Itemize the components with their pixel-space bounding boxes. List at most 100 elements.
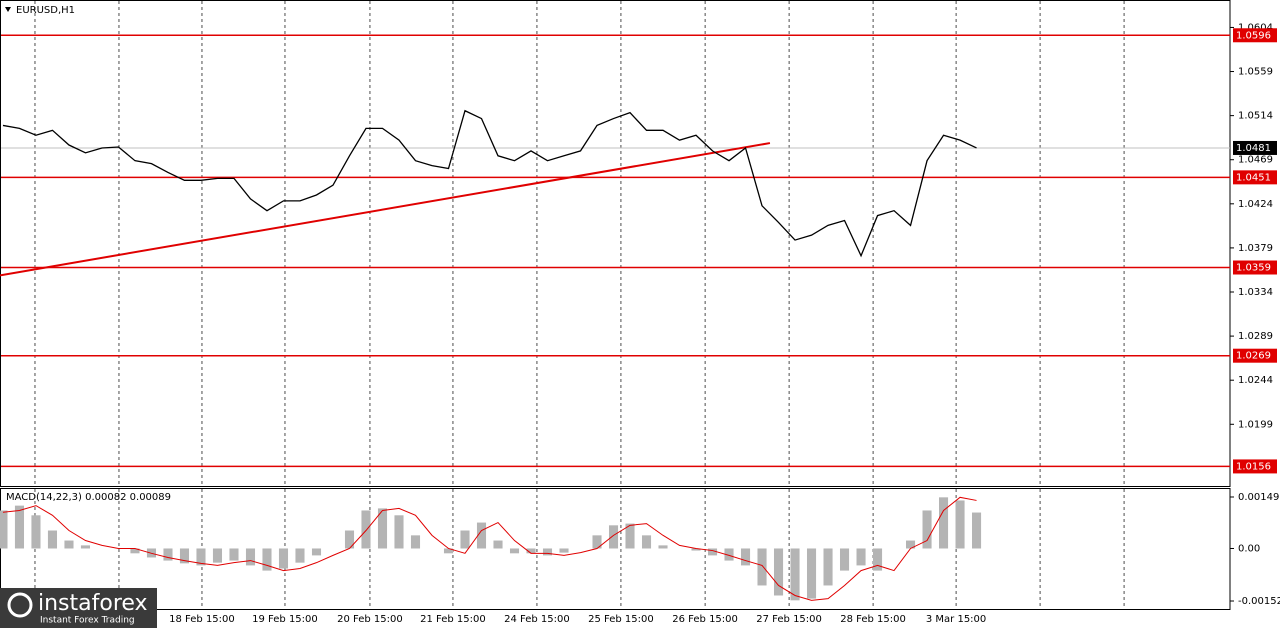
macd-bar: [245, 548, 256, 566]
macd-bar: [493, 540, 503, 549]
macd-bar: [526, 548, 536, 554]
macd-bar: [163, 548, 173, 561]
macd-bar: [394, 515, 404, 549]
price-line: [2, 109, 977, 258]
macd-bar: [806, 548, 817, 599]
macd-bar: [262, 548, 272, 571]
level-label-box: [1233, 28, 1277, 43]
signal-line: [2, 496, 977, 601]
macd-title: MACD(14,22,3) 0.00082 0.00089: [6, 492, 171, 503]
macd-bar: [14, 505, 25, 549]
macd-bar: [47, 530, 58, 549]
price-panel-frame: [0, 0, 1231, 487]
macd-bar: [31, 515, 41, 549]
macd-bar: [344, 530, 355, 549]
macd-bar: [856, 548, 866, 566]
macd-bar: [130, 548, 140, 554]
macd-bar: [64, 540, 74, 549]
level-label: 1.0359: [1236, 263, 1271, 274]
macd-bar: [608, 525, 619, 549]
macd-bar: [905, 540, 916, 549]
macd-bar: [559, 548, 569, 553]
macd-bar: [476, 522, 487, 549]
macd-bar: [410, 535, 421, 549]
symbol-arrow: [5, 7, 11, 12]
level-label-box: [1233, 170, 1277, 185]
y-tick-label: 1.0199: [1238, 419, 1273, 430]
macd-bar: [773, 548, 784, 596]
macd-bar: [658, 545, 668, 549]
macd-bar: [80, 545, 91, 549]
macd-bar: [509, 548, 520, 554]
x-tick-label: 21 Feb 15:00: [420, 614, 486, 625]
macd-bar: [691, 548, 701, 551]
macd-bar: [196, 548, 206, 566]
y-tick-label: 1.0289: [1238, 331, 1273, 342]
macd-bar: [922, 510, 932, 549]
y-tick-label: 1.0379: [1238, 243, 1273, 254]
macd-bar: [757, 548, 767, 586]
x-tick-label: 20 Feb 15:00: [337, 614, 403, 625]
level-label: 1.0269: [1236, 351, 1271, 362]
y-tick-label: 1.0424: [1238, 199, 1273, 210]
x-tick-label: 27 Feb 15:00: [756, 614, 822, 625]
y-tick-label: 1.0559: [1238, 67, 1273, 78]
macd-bar: [939, 497, 949, 549]
y-tick-label: -0.00152: [1238, 596, 1280, 607]
y-tick-label: 0.00149: [1238, 492, 1279, 503]
y-tick-label: 1.0334: [1238, 287, 1273, 298]
level-label: 1.0451: [1236, 172, 1271, 183]
macd-bar: [641, 535, 652, 549]
macd-bar: [972, 512, 982, 549]
logo-icon: [7, 592, 33, 618]
x-tick-label: 19 Feb 15:00: [252, 614, 318, 625]
macd-bar: [625, 523, 635, 549]
macd-bar: [295, 548, 305, 563]
y-tick-label: 1.0469: [1238, 155, 1273, 166]
macd-bar: [443, 548, 454, 554]
x-tick-label: 3 Mar 15:00: [926, 614, 986, 625]
x-tick-label: 24 Feb 15:00: [504, 614, 570, 625]
logo: instaforex Instant Forex Trading: [0, 588, 157, 628]
macd-bar: [872, 548, 883, 571]
macd-bar: [212, 548, 223, 563]
macd-bar: [229, 548, 239, 561]
x-tick-label: 26 Feb 15:00: [672, 614, 738, 625]
level-label-box: [1233, 348, 1277, 363]
macd-bar: [377, 508, 388, 549]
macd-panel-frame: [0, 488, 1231, 610]
level-label-box: [1233, 260, 1277, 275]
macd-bar: [955, 500, 965, 549]
current-price-box: [1233, 140, 1277, 155]
macd-bar: [592, 535, 602, 549]
y-tick-label: 0.00: [1238, 543, 1260, 554]
macd-bar: [724, 548, 734, 561]
macd-bar: [790, 548, 800, 601]
trendline: [0, 142, 771, 277]
macd-bar: [361, 510, 371, 549]
current-price-label: 1.0481: [1236, 143, 1271, 154]
chart-title: EURUSD,H1: [16, 5, 75, 16]
y-tick-label: 1.0604: [1238, 22, 1273, 33]
macd-bar: [460, 530, 470, 549]
macd-bar: [0, 510, 8, 549]
macd-bar: [278, 548, 289, 569]
macd-bar: [823, 548, 833, 586]
level-label: 1.0156: [1236, 461, 1271, 472]
macd-bar: [707, 548, 718, 556]
y-tick-label: 1.0514: [1238, 111, 1273, 122]
macd-bar: [179, 548, 190, 564]
logo-name: instaforex: [38, 591, 148, 616]
logo-tagline: Instant Forex Trading: [40, 616, 135, 626]
macd-bar: [311, 548, 322, 556]
macd-bar: [839, 548, 850, 571]
y-tick-label: 1.0244: [1238, 375, 1273, 386]
level-label: 1.0596: [1236, 30, 1271, 41]
x-tick-label: 25 Feb 15:00: [588, 614, 654, 625]
x-tick-label: 28 Feb 15:00: [840, 614, 906, 625]
level-label-box: [1233, 459, 1277, 474]
macd-bar: [740, 548, 751, 566]
